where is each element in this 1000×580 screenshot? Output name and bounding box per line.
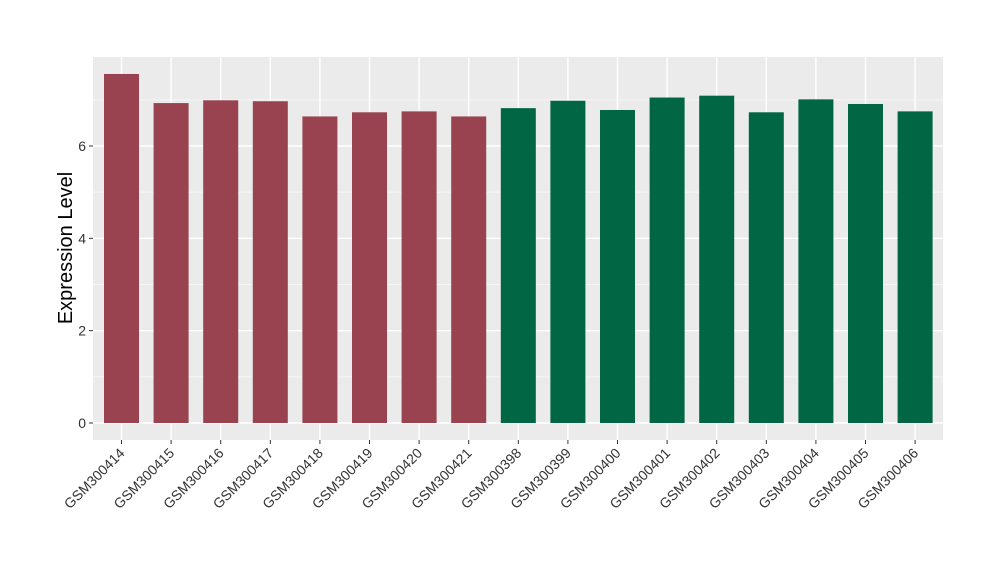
bar-GSM300403	[748, 112, 784, 423]
y-axis-title: Expression Level	[55, 172, 77, 324]
bar-GSM300420	[401, 111, 437, 423]
bar-GSM300419	[352, 112, 387, 423]
bar-GSM300400	[600, 109, 635, 424]
bar-GSM300401	[649, 97, 685, 424]
bar-GSM300418	[302, 116, 338, 423]
bar-GSM300416	[203, 100, 239, 424]
bar-GSM300414	[104, 73, 139, 423]
y-tick-label: 0	[78, 415, 86, 431]
y-tick-label: 2	[78, 323, 86, 339]
bar-GSM300404	[798, 99, 834, 423]
bar-GSM300398	[500, 108, 536, 423]
bar-GSM300405	[848, 103, 883, 423]
bar-GSM300421	[451, 116, 487, 423]
y-tick-label: 4	[78, 230, 86, 246]
bar-GSM300406	[897, 111, 933, 423]
y-axis: 0 2 4 6	[78, 138, 93, 431]
bars	[104, 73, 933, 424]
x-axis: GSM300414GSM300415GSM300416GSM300417GSM3…	[61, 440, 921, 512]
bar-GSM300402	[699, 95, 735, 423]
y-tick-label: 6	[78, 138, 86, 154]
bar-GSM300415	[153, 103, 189, 423]
bar-GSM300399	[550, 100, 586, 424]
bar-GSM300417	[252, 101, 288, 424]
